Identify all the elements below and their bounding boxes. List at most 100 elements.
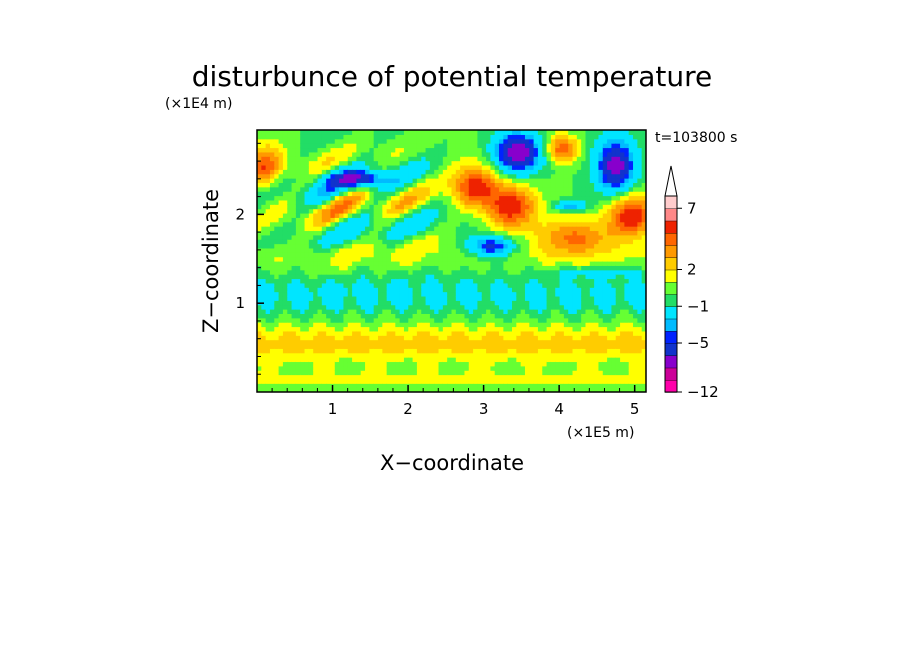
heatmap-cell (373, 186, 379, 192)
heatmap-cell (550, 370, 556, 376)
heatmap-cell (291, 151, 297, 157)
heatmap-cell (473, 169, 479, 175)
heatmap-cell (352, 186, 358, 192)
heatmap-cell (451, 265, 457, 271)
heatmap-cell (429, 243, 435, 249)
heatmap-cell (287, 191, 293, 197)
heatmap-cell (447, 317, 453, 323)
heatmap-cell (330, 204, 336, 210)
heatmap-cell (559, 217, 565, 223)
heatmap-cell (516, 178, 522, 183)
heatmap-cell (559, 339, 565, 345)
heatmap-cell (563, 322, 569, 328)
heatmap-cell (516, 317, 522, 323)
heatmap-cell (589, 169, 595, 175)
heatmap-cell (477, 295, 483, 301)
heatmap-cell (369, 247, 375, 253)
heatmap-cell (317, 261, 323, 266)
heatmap-cell (282, 374, 288, 380)
heatmap-cell (568, 208, 574, 214)
heatmap-cell (274, 317, 280, 323)
heatmap-cell (585, 295, 591, 301)
heatmap-cell (412, 326, 418, 332)
heatmap-cell (468, 383, 474, 389)
heatmap-cell (334, 295, 340, 301)
heatmap-cell (334, 352, 340, 358)
heatmap-cell (546, 243, 552, 249)
heatmap-cell (352, 169, 358, 175)
heatmap-cell (533, 239, 539, 245)
heatmap-cell (611, 265, 617, 271)
heatmap-cell (542, 343, 548, 349)
heatmap-cell (382, 313, 388, 319)
heatmap-cell (347, 261, 353, 266)
heatmap-cell (486, 383, 491, 389)
heatmap-cell (408, 204, 414, 210)
heatmap-cell (438, 374, 444, 380)
heatmap-cell (516, 309, 522, 314)
heatmap-cell (499, 134, 504, 140)
heatmap-cell (378, 204, 383, 210)
heatmap-cell (542, 269, 548, 275)
heatmap-cell (559, 361, 565, 367)
heatmap-cell (390, 300, 396, 306)
heatmap-cell (537, 226, 543, 232)
heatmap-cell (304, 182, 310, 188)
heatmap-cell (563, 134, 569, 140)
heatmap-cell (347, 156, 353, 162)
heatmap-cell (481, 304, 487, 310)
heatmap-cell (399, 304, 405, 310)
heatmap-cell (520, 173, 526, 179)
heatmap-cell (581, 326, 587, 332)
heatmap-cell (382, 191, 388, 197)
heatmap-cell (343, 278, 349, 284)
heatmap-cell (572, 343, 578, 349)
heatmap-cell (533, 191, 539, 197)
heatmap-cell (576, 387, 582, 392)
heatmap-cell (607, 199, 613, 205)
heatmap-cell (512, 365, 517, 371)
heatmap-cell (555, 252, 561, 258)
heatmap-cell (378, 348, 383, 354)
heatmap-cell (399, 239, 405, 245)
heatmap-cell (585, 178, 591, 183)
heatmap-cell (589, 357, 595, 363)
heatmap-cell (365, 164, 370, 170)
heatmap-cell (589, 234, 595, 240)
heatmap-cell (317, 322, 323, 328)
heatmap-cell (594, 361, 600, 367)
heatmap-cell (499, 291, 504, 297)
heatmap-cell (269, 186, 275, 192)
heatmap-cell (520, 234, 526, 240)
heatmap-cell (442, 147, 448, 153)
heatmap-cell (326, 247, 332, 253)
heatmap-cell (257, 295, 262, 301)
heatmap-cell (403, 130, 409, 135)
heatmap-cell (468, 313, 474, 319)
heatmap-cell (499, 295, 504, 301)
heatmap-cell (403, 252, 409, 258)
heatmap-cell (412, 138, 418, 144)
heatmap-cell (369, 208, 375, 214)
heatmap-cell (533, 304, 539, 310)
heatmap-cell (304, 143, 310, 149)
heatmap-cell (607, 212, 613, 218)
heatmap-cell (550, 261, 556, 266)
heatmap-cell (308, 269, 314, 275)
heatmap-cell (304, 195, 310, 201)
heatmap-cell (261, 274, 267, 280)
heatmap-cell (546, 370, 552, 376)
heatmap-cell (326, 339, 332, 345)
heatmap-cell (390, 317, 396, 323)
heatmap-cell (594, 383, 600, 389)
heatmap-cell (529, 326, 535, 332)
heatmap-cell (550, 387, 556, 392)
heatmap-cell (585, 291, 591, 297)
heatmap-cell (481, 352, 487, 358)
heatmap-cell (477, 282, 483, 288)
heatmap-cell (537, 348, 543, 354)
heatmap-cell (460, 212, 466, 218)
heatmap-cell (347, 182, 353, 188)
heatmap-cell (594, 387, 600, 392)
heatmap-cell (542, 173, 548, 179)
